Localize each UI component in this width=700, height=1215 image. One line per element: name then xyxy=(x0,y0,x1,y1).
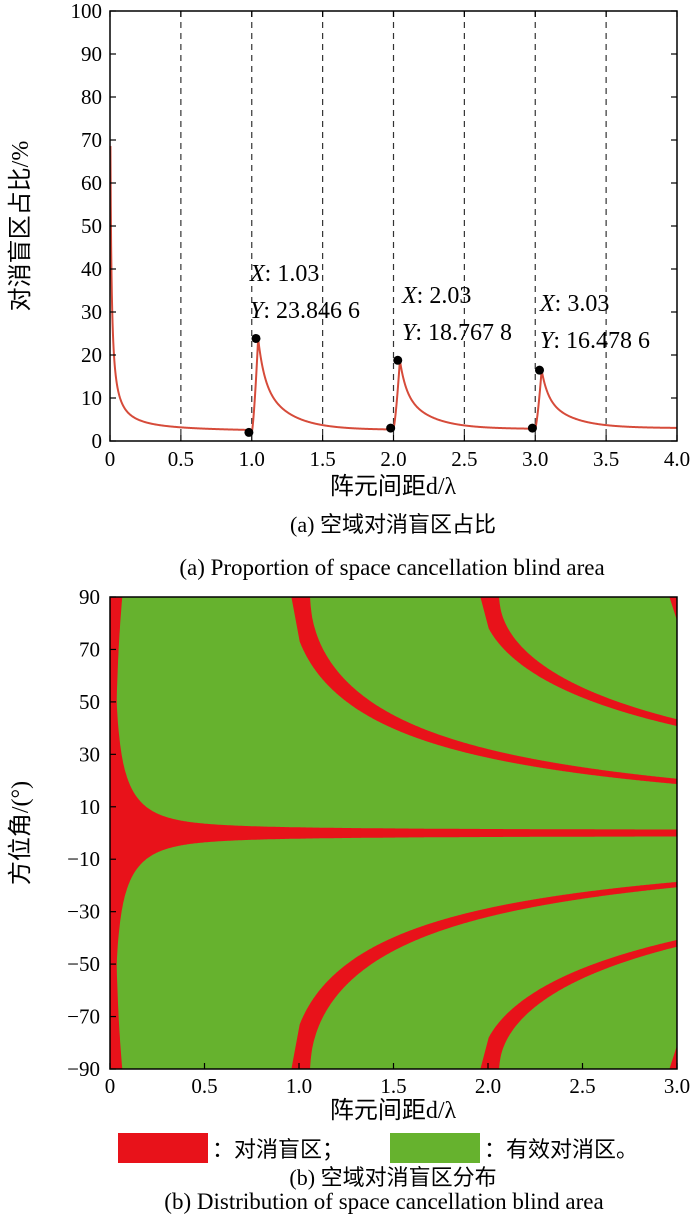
chart-a-xtick-label: 2.5 xyxy=(451,447,477,471)
blind-band-k1-lower xyxy=(276,881,677,1069)
chart-a-ytick-label: 100 xyxy=(71,0,103,23)
chart-b-ytick-label: −30 xyxy=(67,900,100,924)
chart-a-xlabel: 阵元间距d/λ xyxy=(330,473,457,500)
chart-b-xtick-label: 0 xyxy=(105,1074,116,1098)
annotation-x-0: X: 1.03 xyxy=(249,261,319,287)
chart-a-marker-4 xyxy=(527,423,537,433)
annotation-x-value: : 3.03 xyxy=(555,291,610,317)
chart-a-marker-2 xyxy=(386,423,396,433)
annotation-x-value: : 1.03 xyxy=(265,261,320,287)
chart-b-xtick-label: 3.0 xyxy=(664,1074,690,1098)
annotation-y-2: Y: 16.478 6 xyxy=(540,328,650,354)
annotation-y-label: Y xyxy=(402,320,418,346)
chart-b-caption-cn: (b) 空域对消盲区分布 xyxy=(289,1165,496,1190)
chart-a-marker-0 xyxy=(244,427,254,437)
chart-a-xtick-label: 3.0 xyxy=(522,447,548,471)
annotation-y-label: Y xyxy=(250,298,266,324)
annotation-y-value: : 23.846 6 xyxy=(263,298,360,324)
chart-a-xtick-label: 4.0 xyxy=(664,447,690,471)
chart-b-xtick-label: 2.0 xyxy=(475,1074,501,1098)
chart-b-ytick-label: −10 xyxy=(67,847,100,871)
chart-a-ytick-label: 90 xyxy=(81,42,102,66)
chart-a-marker-3 xyxy=(393,355,403,365)
annotation-x-2: X: 3.03 xyxy=(539,291,609,317)
chart-a-ytick-label: 40 xyxy=(81,257,102,281)
chart-b-xtick-label: 0.5 xyxy=(191,1074,217,1098)
chart-a-xtick-label: 0 xyxy=(105,447,116,471)
chart-a-xtick-label: 3.5 xyxy=(593,447,619,471)
legend-swatch-effective xyxy=(390,1133,480,1163)
annotation-y-label: Y xyxy=(540,328,556,354)
chart-a: 0 0.5 1.0 1.5 2.0 2.5 3.0 3.5 4.0 0 10 20 30 40 50 60 70… xyxy=(7,0,690,580)
chart-a-ytick-label: 50 xyxy=(81,214,102,238)
chart-a-xtick-label: 0.5 xyxy=(168,447,194,471)
annotation-y-value: : 18.767 8 xyxy=(415,320,512,346)
chart-b-xtick-label: 1.5 xyxy=(380,1074,406,1098)
annotation-x-1: X: 2.03 xyxy=(401,283,471,309)
chart-a-ytick-label: 20 xyxy=(81,343,102,367)
blind-band-left-edge xyxy=(110,597,123,1069)
chart-b: 0 0.5 1.0 1.5 2.0 2.5 3.0 90 70 50 30 10 −10 −30 −50 −7… xyxy=(7,585,690,1214)
annotation-y-0: Y: 23.846 6 xyxy=(250,298,360,324)
chart-b-legend: ：对消盲区； ：有效对消区。 xyxy=(118,1133,638,1163)
chart-b-ytick-label: −70 xyxy=(67,1005,100,1029)
annotation-x-label: X xyxy=(401,283,418,309)
chart-a-ytick-label: 10 xyxy=(81,386,102,410)
blind-band-k2-lower xyxy=(465,940,677,1069)
chart-b-ytick-label: −90 xyxy=(67,1057,100,1081)
chart-a-ytick-label: 0 xyxy=(92,429,103,453)
chart-a-marker-5 xyxy=(535,365,545,375)
chart-a-ytick-label: 80 xyxy=(81,85,102,109)
blind-band-k2-upper xyxy=(465,597,677,726)
chart-a-ytick-label: 30 xyxy=(81,300,102,324)
chart-b-ytick-label: −50 xyxy=(67,952,100,976)
chart-b-ytick-label: 90 xyxy=(79,585,100,609)
chart-a-caption-en: (a) Proportion of space cancellation bli… xyxy=(179,555,604,580)
chart-b-ylabel: 方位角/(°) xyxy=(7,781,34,885)
chart-b-caption-en: (b) Distribution of space cancellation b… xyxy=(164,1189,603,1214)
chart-b-xtick-label: 2.5 xyxy=(569,1074,595,1098)
chart-b-ytick-label: 70 xyxy=(79,637,100,661)
blind-band-k3-lower xyxy=(654,1045,677,1069)
chart-a-marker-1 xyxy=(251,333,261,343)
chart-a-xtick-label: 1.5 xyxy=(310,447,336,471)
annotation-y-1: Y: 18.767 8 xyxy=(402,320,512,346)
annotation-x-label: X xyxy=(539,291,556,317)
annotation-x-label: X xyxy=(249,261,266,287)
annotation-y-value: : 16.478 6 xyxy=(553,328,650,354)
blind-band-center xyxy=(115,678,677,988)
blind-band-k1-upper xyxy=(276,597,677,785)
chart-a-xtick-label: 1.0 xyxy=(239,447,265,471)
chart-b-ytick-label: 10 xyxy=(79,795,100,819)
blind-band-k3-upper xyxy=(654,597,677,621)
chart-a-caption-cn: (a) 空域对消盲区占比 xyxy=(290,512,496,537)
chart-a-ytick-label: 60 xyxy=(81,171,102,195)
chart-a-ylabel: 对消盲区占比/% xyxy=(7,141,34,312)
legend-swatch-blind xyxy=(118,1133,208,1163)
chart-b-xlabel: 阵元间距d/λ xyxy=(330,1097,457,1124)
chart-a-ytick-label: 70 xyxy=(81,128,102,152)
legend-label-effective: ：有效对消区。 xyxy=(484,1137,638,1162)
chart-b-ytick-label: 30 xyxy=(79,742,100,766)
legend-label-blind: ：对消盲区； xyxy=(212,1137,344,1162)
chart-a-xtick-label: 2.0 xyxy=(380,447,406,471)
annotation-x-value: : 2.03 xyxy=(417,283,472,309)
chart-b-ytick-label: 50 xyxy=(79,690,100,714)
chart-b-xtick-label: 1.0 xyxy=(286,1074,312,1098)
